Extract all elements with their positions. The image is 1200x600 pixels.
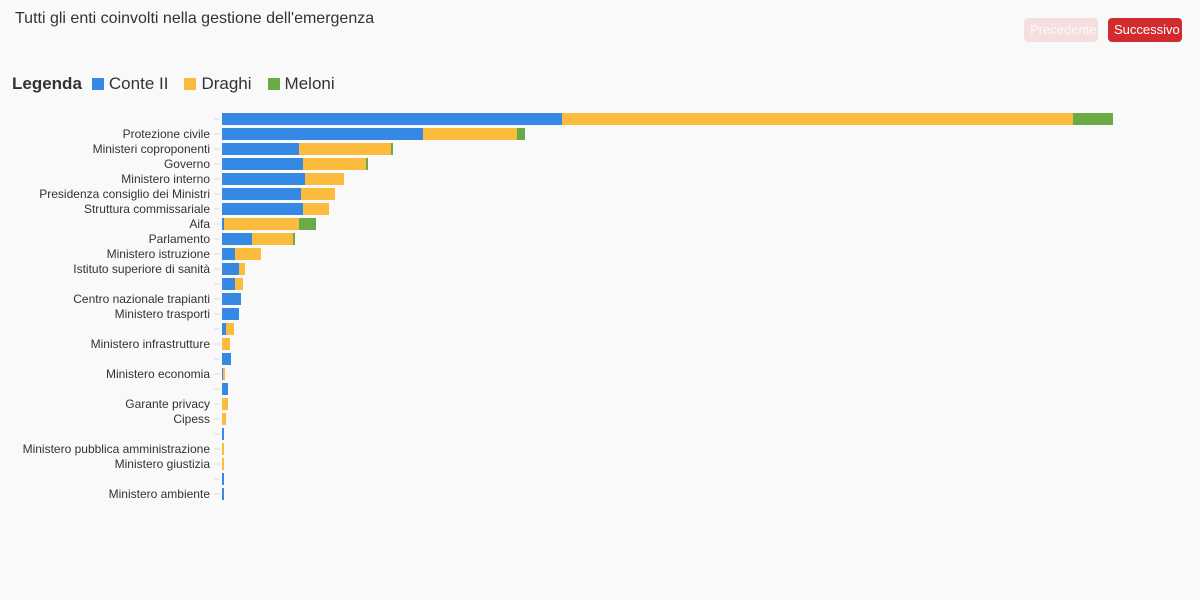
legend-label: Draghi [201,74,252,93]
bar-segment[interactable] [423,128,517,140]
category-label: Istituto superiore di sanità [73,262,210,276]
category-label: Ministeri coproponenti [93,142,210,156]
category-label: Ministero istruzione [107,247,211,261]
bar-segment[interactable] [222,368,223,380]
bar-segment[interactable] [222,353,231,365]
bar-segment[interactable] [299,143,391,155]
bar-segment[interactable] [222,308,239,320]
bar-segment[interactable] [222,323,226,335]
bar-segment[interactable] [222,488,224,500]
bar-segment[interactable] [222,458,224,470]
bar-segment[interactable] [222,188,301,200]
bar-segment[interactable] [303,158,366,170]
bar-segment[interactable] [222,443,224,455]
bar-segment[interactable] [222,278,235,290]
legend-swatch [184,78,197,90]
bar-segment[interactable] [222,233,252,245]
category-label: Cipess [173,412,210,426]
category-label: Presidenza consiglio dei Ministri [39,187,210,201]
bar-segment[interactable] [222,293,241,305]
bar-segment[interactable] [222,218,224,230]
bar-segment[interactable] [222,398,228,410]
category-label: Ministero infrastrutture [91,337,211,351]
bar-segment[interactable] [562,113,1073,125]
bar-segment[interactable] [303,203,329,215]
legend-item-draghi: Draghi [184,74,252,94]
bar-segment[interactable] [224,218,299,230]
category-label: Protezione civile [123,127,211,141]
bar-segment[interactable] [293,233,295,245]
category-label: Ministero interno [121,172,210,186]
bar-segment[interactable] [222,173,305,185]
category-label: Garante privacy [125,397,210,411]
bar-segment[interactable] [239,263,245,275]
bar-segment[interactable] [222,473,224,485]
bar-segment[interactable] [222,428,224,440]
legend-label: Conte II [108,74,169,93]
bar-segment[interactable] [391,143,393,155]
bar-segment[interactable] [222,263,239,275]
bar-segment[interactable] [235,278,243,290]
bar-segment[interactable] [222,203,303,215]
category-label: Aifa [189,217,210,231]
legend-item-meloni: Meloni [267,74,335,94]
next-button[interactable]: Successivo [1108,18,1182,42]
category-label: Centro nazionale trapianti [73,292,210,306]
bar-segment[interactable] [1073,113,1113,125]
legend-swatch [267,78,280,90]
bar-segment[interactable] [222,128,423,140]
bar-segment[interactable] [235,248,261,260]
bar-segment[interactable] [222,413,226,425]
bar-segment[interactable] [222,338,230,350]
category-label: Parlamento [149,232,211,246]
page-title: Tutti gli enti coinvolti nella gestione … [15,10,375,27]
bar-segment[interactable] [222,248,235,260]
category-label: Ministero giustizia [115,457,211,471]
bar-segment[interactable] [222,158,303,170]
bar-segment[interactable] [305,173,344,185]
bar-segment[interactable] [222,143,299,155]
bar-segment[interactable] [517,128,525,140]
category-label: Ministero ambiente [109,487,211,501]
legend-swatch [91,78,104,90]
bar-segment[interactable] [366,158,368,170]
legend-item-conte: Conte II [91,74,169,94]
bar-segment[interactable] [299,218,316,230]
legend-label: Meloni [284,74,335,93]
category-label: Struttura commissariale [84,202,210,216]
legend: Legenda Conte II Draghi Meloni [12,74,351,94]
bar-segment[interactable] [252,233,293,245]
bar-segment[interactable] [226,323,234,335]
category-label: Ministero trasporti [115,307,210,321]
bar-segment[interactable] [222,383,228,395]
legend-title: Legenda [12,74,82,93]
bar-segment[interactable] [301,188,335,200]
category-label: Governo [164,157,210,171]
bar-segment[interactable] [223,368,225,380]
bar-segment[interactable] [222,113,562,125]
category-label: Ministero pubblica amministrazione [23,442,211,456]
previous-button[interactable]: Precedente [1024,18,1098,42]
category-label: Ministero economia [106,367,210,381]
